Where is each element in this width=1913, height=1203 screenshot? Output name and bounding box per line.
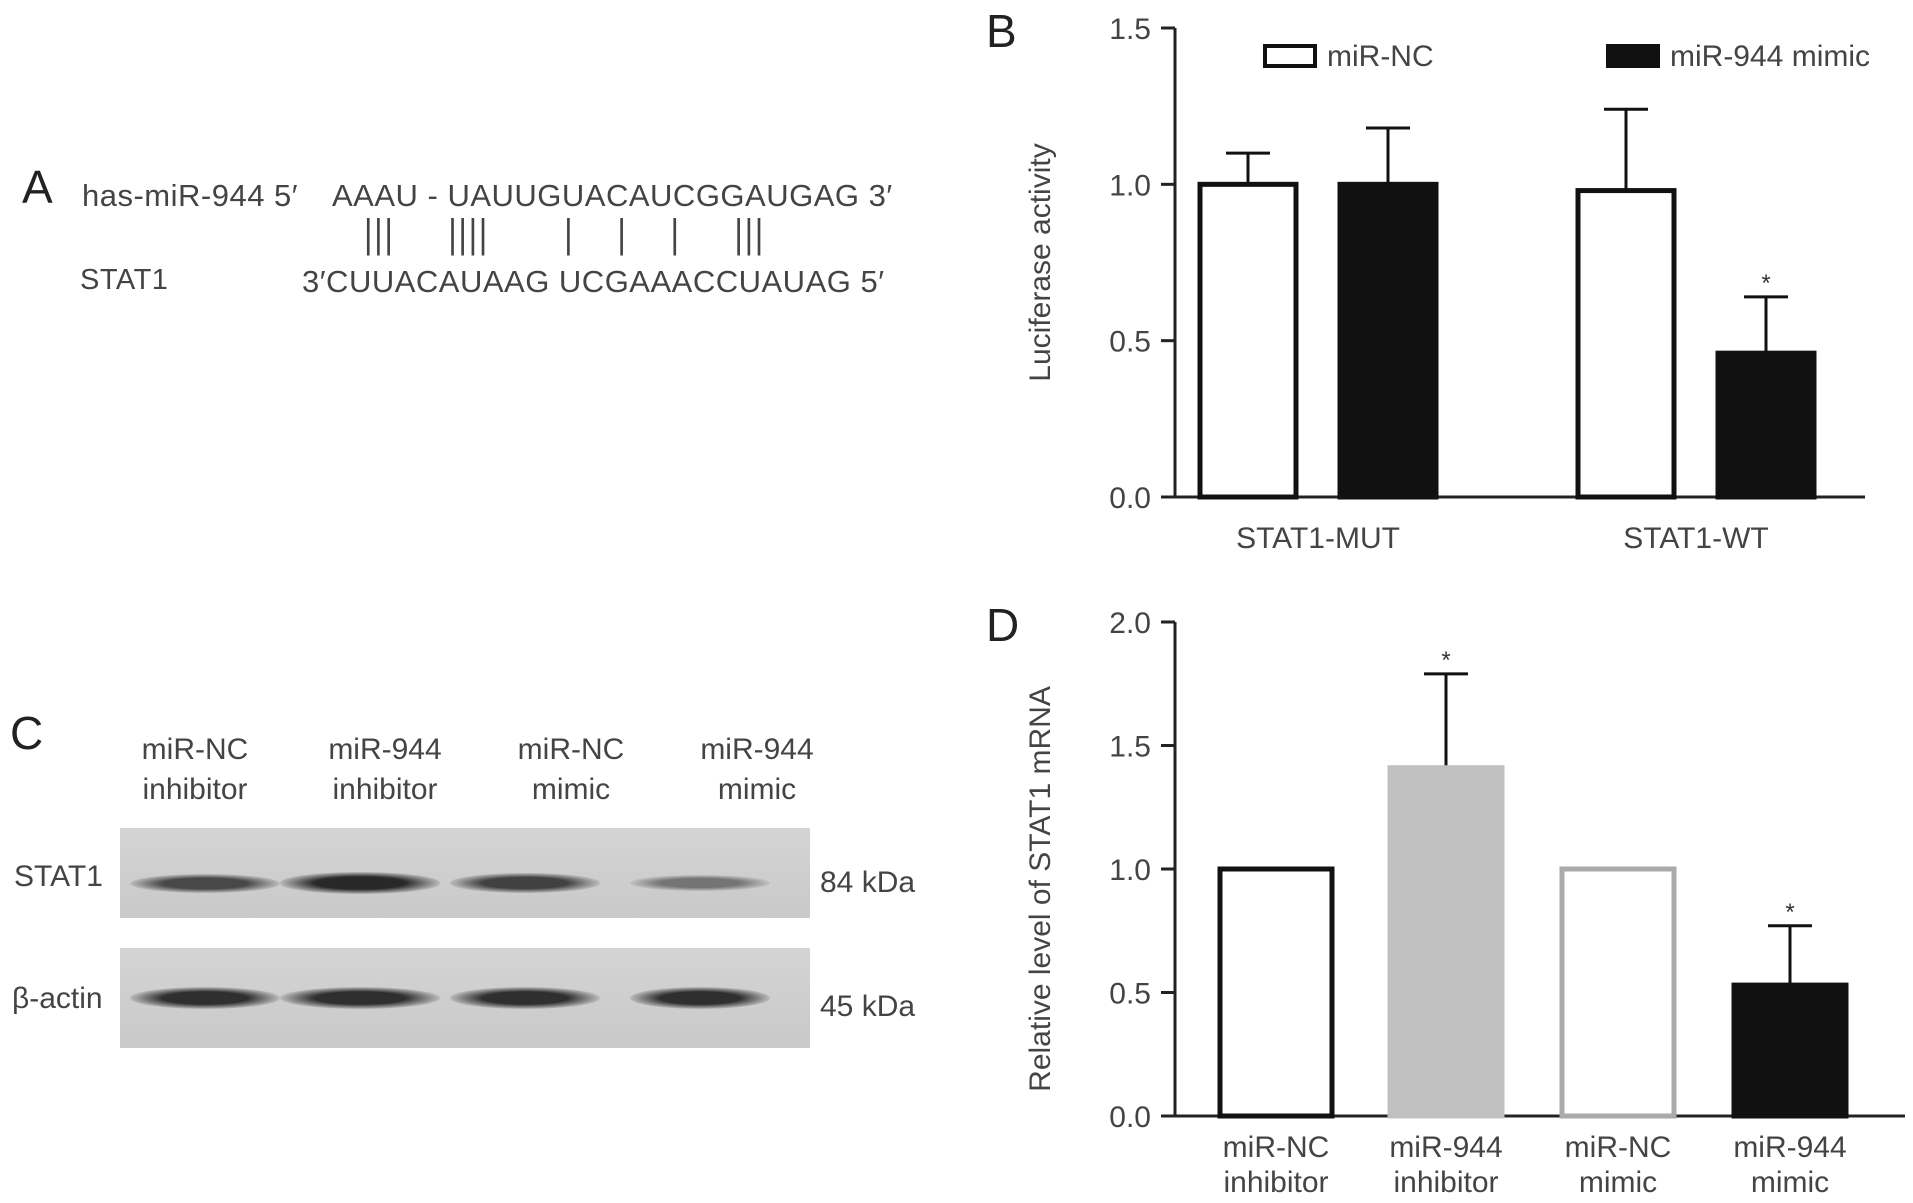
legend-label: miR-944 mimic — [1670, 40, 1870, 73]
bar — [1559, 866, 1677, 1119]
lane-label: miR-NC inhibitor — [110, 730, 280, 810]
lane-label-line1: miR-944 — [328, 733, 442, 766]
target-label: STAT1 — [80, 264, 169, 296]
blot-size-label: 84 kDa — [820, 866, 916, 899]
significance-mark: * — [1761, 270, 1770, 297]
x-tick-label-line1: miR-NC — [1223, 1131, 1330, 1164]
lane-label: miR-NC mimic — [486, 730, 656, 810]
bar — [1217, 866, 1335, 1119]
lane-label-line1: miR-NC — [517, 733, 625, 766]
panel-b-letter: B — [986, 5, 1017, 57]
y-tick-label: 2.0 — [1109, 607, 1151, 640]
blot-stat1 — [120, 828, 810, 918]
legend-label: miR-NC — [1327, 40, 1434, 73]
legend-swatch — [1263, 44, 1317, 68]
panel-a-letter: A — [22, 161, 53, 213]
mirna-sequence: AAAU - UAUUGUACAUCGGAUGAG 3′ — [332, 178, 893, 213]
pairing-lines: ||| |||| | | | ||| — [364, 212, 765, 256]
y-tick-label: 1.5 — [1109, 731, 1151, 764]
blot-protein-label: β-actin — [12, 982, 103, 1015]
blot-band — [630, 987, 770, 1009]
y-axis-label: Relative level of STAT1 mRNA — [1024, 686, 1057, 1092]
y-axis-label: Luciferase activity — [1024, 143, 1057, 381]
lane-label-line2: mimic — [531, 773, 611, 806]
y-tick-label: 1.0 — [1109, 854, 1151, 887]
lane-label-line1: miR-944 — [700, 733, 814, 766]
blot-size-label: 45 kDa — [820, 990, 916, 1023]
lane-label: miR-944 mimic — [672, 730, 842, 810]
bar — [1575, 188, 1677, 500]
y-tick-label: 0.5 — [1109, 326, 1151, 359]
bar — [1337, 181, 1439, 500]
x-tick-label-line2: inhibitor — [1393, 1166, 1498, 1199]
blot-band — [450, 987, 600, 1009]
target-sequence: 3′CUUACAUAAG UCGAAACCUAUAG 5′ — [302, 264, 885, 299]
bar — [1387, 765, 1505, 1119]
lane-label-line2: inhibitor — [332, 773, 438, 806]
lane-label-line2: mimic — [717, 773, 797, 806]
x-tick-label: STAT1-WT — [1623, 522, 1769, 555]
blot-beta-actin — [120, 948, 810, 1048]
significance-mark: * — [1785, 899, 1794, 926]
x-tick-label-line1: miR-944 — [1733, 1131, 1846, 1164]
blot-band — [130, 987, 280, 1009]
y-tick-label: 0.5 — [1109, 978, 1151, 1011]
blot-band — [130, 873, 280, 893]
y-tick-label: 1.5 — [1109, 13, 1151, 46]
significance-mark: * — [1441, 647, 1450, 674]
blot-band — [450, 873, 600, 893]
panel-d-letter: D — [986, 599, 1020, 651]
legend-swatch — [1606, 44, 1660, 68]
blot-band — [280, 987, 440, 1009]
x-tick-label-line2: mimic — [1751, 1166, 1829, 1199]
blot-band — [280, 872, 440, 894]
y-tick-label: 0.0 — [1109, 1101, 1151, 1134]
blot-protein-label: STAT1 — [14, 860, 103, 893]
lane-label: miR-944 inhibitor — [300, 730, 470, 810]
x-tick-label-line2: mimic — [1579, 1166, 1657, 1199]
panel-c-letter: C — [10, 707, 44, 759]
bar — [1715, 350, 1817, 500]
lane-label-line2: inhibitor — [142, 773, 248, 806]
bar — [1197, 181, 1299, 500]
x-tick-label-line1: miR-NC — [1565, 1131, 1672, 1164]
mirna-label: has-miR-944 5′ — [82, 178, 299, 213]
y-tick-label: 0.0 — [1109, 482, 1151, 515]
x-tick-label: STAT1-MUT — [1236, 522, 1400, 555]
x-tick-label-line2: inhibitor — [1223, 1166, 1328, 1199]
lane-label-line1: miR-NC — [141, 733, 249, 766]
y-tick-label: 1.0 — [1109, 169, 1151, 202]
x-tick-label-line1: miR-944 — [1389, 1131, 1502, 1164]
blot-band — [630, 875, 770, 891]
bar — [1731, 982, 1849, 1119]
